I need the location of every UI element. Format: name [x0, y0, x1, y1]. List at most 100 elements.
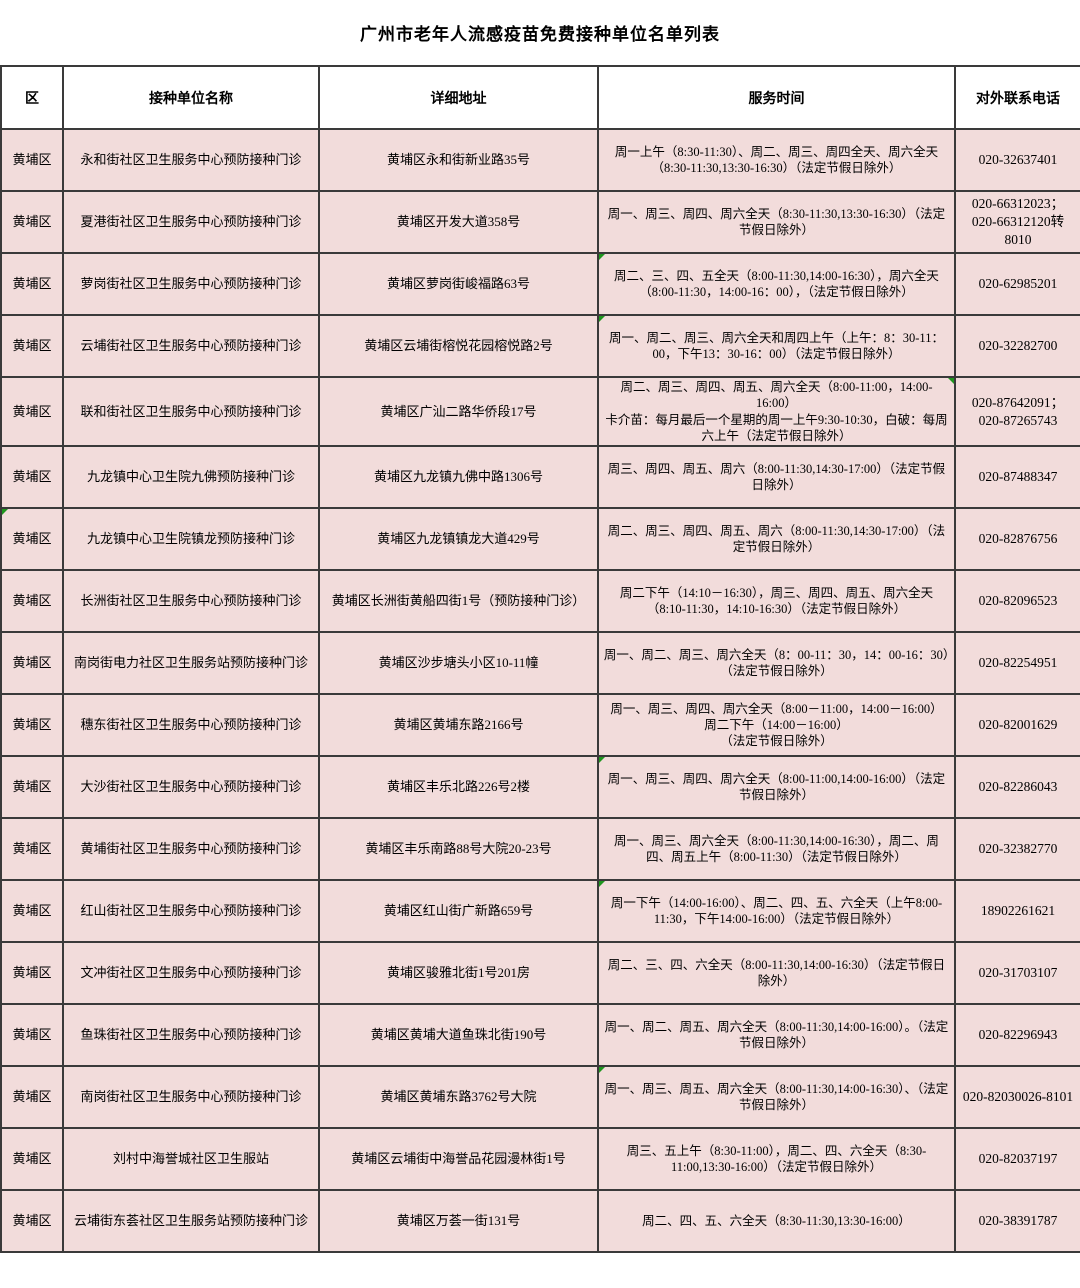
cell-district: 黄埔区 [0, 1003, 64, 1067]
table-row: 黄埔区 九龙镇中心卫生院镇龙预防接种门诊 黄埔区九龙镇镇龙大道429号 周二、周三、周… [0, 507, 1080, 571]
cell-address: 黄埔区永和街新业路35号 [318, 128, 599, 192]
cell-address: 黄埔区丰乐北路226号2楼 [318, 755, 599, 819]
cell-address: 黄埔区广汕二路华侨段17号 [318, 376, 599, 447]
cell-address: 黄埔区云埔街中海誉品花园漫林街1号 [318, 1127, 599, 1191]
cell-phone: 020-32282700 [954, 314, 1080, 378]
table-row: 黄埔区 鱼珠街社区卫生服务中心预防接种门诊 黄埔区黄埔大道鱼珠北街190号 周一、周二… [0, 1003, 1080, 1067]
table-row: 黄埔区 红山街社区卫生服务中心预防接种门诊 黄埔区红山街广新路659号 周一下午（14… [0, 879, 1080, 943]
cell-address: 黄埔区萝岗街峻福路63号 [318, 252, 599, 316]
cell-unit-name: 永和街社区卫生服务中心预防接种门诊 [62, 128, 320, 192]
cell-phone: 020-82096523 [954, 569, 1080, 633]
table-row: 黄埔区 夏港街社区卫生服务中心预防接种门诊 黄埔区开发大道358号 周一、周三、周四、… [0, 190, 1080, 254]
table-row: 黄埔区 九龙镇中心卫生院九佛预防接种门诊 黄埔区九龙镇九佛中路1306号 周三、周四、… [0, 445, 1080, 509]
cell-unit-name: 长洲街社区卫生服务中心预防接种门诊 [62, 569, 320, 633]
table-row: 黄埔区 刘村中海誉城社区卫生服站 黄埔区云埔街中海誉品花园漫林街1号 周三、五上午（8… [0, 1127, 1080, 1191]
header-service-time: 服务时间 [597, 65, 956, 130]
cell-district: 黄埔区 [0, 1065, 64, 1129]
cell-service-time: 周一下午（14:00-16:00）、周二、四、五、六全天（上午8:00-11:3… [597, 879, 956, 943]
cell-unit-name: 红山街社区卫生服务中心预防接种门诊 [62, 879, 320, 943]
cell-address: 黄埔区丰乐南路88号大院20-23号 [318, 817, 599, 881]
cell-unit-name: 九龙镇中心卫生院镇龙预防接种门诊 [62, 507, 320, 571]
cell-address: 黄埔区骏雅北街1号201房 [318, 941, 599, 1005]
cell-district: 黄埔区 [0, 817, 64, 881]
cell-district: 黄埔区 [0, 445, 64, 509]
table-row: 黄埔区 南岗街社区卫生服务中心预防接种门诊 黄埔区黄埔东路3762号大院 周一、周三、… [0, 1065, 1080, 1129]
cell-phone: 020-82030026-8101 [954, 1065, 1080, 1129]
cell-unit-name: 南岗街社区卫生服务中心预防接种门诊 [62, 1065, 320, 1129]
cell-unit-name: 夏港街社区卫生服务中心预防接种门诊 [62, 190, 320, 254]
cell-district: 黄埔区 [0, 631, 64, 695]
cell-district: 黄埔区 [0, 1189, 64, 1253]
header-unit-name: 接种单位名称 [62, 65, 320, 130]
cell-address: 黄埔区开发大道358号 [318, 190, 599, 254]
cell-service-time: 周一、周三、周五、周六全天（8:00-11:30,14:00-16:30）、（法… [597, 1065, 956, 1129]
cell-district: 黄埔区 [0, 507, 64, 571]
cell-address: 黄埔区红山街广新路659号 [318, 879, 599, 943]
cell-district: 黄埔区 [0, 755, 64, 819]
vaccination-units-table: 区 接种单位名称 详细地址 服务时间 对外联系电话 黄埔区 永和街社区卫生服务中心… [0, 65, 1080, 1253]
cell-district: 黄埔区 [0, 569, 64, 633]
cell-address: 黄埔区九龙镇九佛中路1306号 [318, 445, 599, 509]
cell-service-time: 周二、四、五、六全天（8:30-11:30,13:30-16:00） [597, 1189, 956, 1253]
cell-unit-name: 萝岗街社区卫生服务中心预防接种门诊 [62, 252, 320, 316]
table-row: 黄埔区 萝岗街社区卫生服务中心预防接种门诊 黄埔区萝岗街峻福路63号 周二、三、四、五… [0, 252, 1080, 316]
cell-address: 黄埔区黄埔东路3762号大院 [318, 1065, 599, 1129]
cell-unit-name: 大沙街社区卫生服务中心预防接种门诊 [62, 755, 320, 819]
cell-district: 黄埔区 [0, 941, 64, 1005]
cell-unit-name: 联和街社区卫生服务中心预防接种门诊 [62, 376, 320, 447]
cell-address: 黄埔区沙步塘头小区10-11幢 [318, 631, 599, 695]
cell-phone: 020-87642091；020-87265743 [954, 376, 1080, 447]
cell-phone: 020-32382770 [954, 817, 1080, 881]
cell-service-time: 周二、三、四、六全天（8:00-11:30,14:00-16:30）（法定节假日… [597, 941, 956, 1005]
cell-unit-name: 九龙镇中心卫生院九佛预防接种门诊 [62, 445, 320, 509]
cell-service-time: 周一、周二、周三、周六全天和周四上午（上午：8：30-11：00，下午13：30… [597, 314, 956, 378]
cell-service-time: 周一、周三、周六全天（8:00-11:30,14:00-16:30），周二、周四… [597, 817, 956, 881]
table-row: 黄埔区 大沙街社区卫生服务中心预防接种门诊 黄埔区丰乐北路226号2楼 周一、周三、周… [0, 755, 1080, 819]
cell-district: 黄埔区 [0, 190, 64, 254]
cell-district: 黄埔区 [0, 314, 64, 378]
cell-service-time: 周一上午（8:30-11:30）、周二、周三、周四全天、周六全天（8:30-11… [597, 128, 956, 192]
table-row: 黄埔区 云埔街社区卫生服务中心预防接种门诊 黄埔区云埔街榕悦花园榕悦路2号 周一、周二… [0, 314, 1080, 378]
table-row: 黄埔区 永和街社区卫生服务中心预防接种门诊 黄埔区永和街新业路35号 周一上午（8:3… [0, 128, 1080, 192]
cell-district: 黄埔区 [0, 252, 64, 316]
cell-phone: 020-82001629 [954, 693, 1080, 757]
cell-address: 黄埔区万荟一街131号 [318, 1189, 599, 1253]
cell-unit-name: 南岗街电力社区卫生服务站预防接种门诊 [62, 631, 320, 695]
cell-service-time: 周一、周三、周四、周六全天（8:30-11:30,13:30-16:30）（法定… [597, 190, 956, 254]
cell-service-time: 周一、周二、周五、周六全天（8:00-11:30,14:00-16:00）。（法… [597, 1003, 956, 1067]
cell-unit-name: 鱼珠街社区卫生服务中心预防接种门诊 [62, 1003, 320, 1067]
page-title: 广州市老年人流感疫苗免费接种单位名单列表 [360, 25, 720, 44]
cell-phone: 020-62985201 [954, 252, 1080, 316]
cell-flag-icon [600, 882, 605, 887]
cell-phone: 18902261621 [954, 879, 1080, 943]
cell-service-time: 周三、周四、周五、周六（8:00-11:30,14:30-17:00）（法定节假… [597, 445, 956, 509]
cell-address: 黄埔区云埔街榕悦花园榕悦路2号 [318, 314, 599, 378]
cell-phone: 020-82037197 [954, 1127, 1080, 1191]
cell-unit-name: 刘村中海誉城社区卫生服站 [62, 1127, 320, 1191]
cell-service-time: 周二、三、四、五全天（8:00-11:30,14:00-16:30），周六全天（… [597, 252, 956, 316]
cell-district: 黄埔区 [0, 693, 64, 757]
cell-phone: 020-32637401 [954, 128, 1080, 192]
header-district: 区 [0, 65, 64, 130]
cell-flag-icon [600, 317, 605, 322]
cell-unit-name: 云埔街东荟社区卫生服务站预防接种门诊 [62, 1189, 320, 1253]
cell-address: 黄埔区长洲街黄船四街1号（预防接种门诊） [318, 569, 599, 633]
table-row: 黄埔区 联和街社区卫生服务中心预防接种门诊 黄埔区广汕二路华侨段17号 周二、周三、周… [0, 376, 1080, 447]
table-row: 黄埔区 南岗街电力社区卫生服务站预防接种门诊 黄埔区沙步塘头小区10-11幢 周一、周… [0, 631, 1080, 695]
cell-unit-name: 云埔街社区卫生服务中心预防接种门诊 [62, 314, 320, 378]
cell-district: 黄埔区 [0, 1127, 64, 1191]
cell-phone: 020-38391787 [954, 1189, 1080, 1253]
cell-flag-icon [600, 255, 605, 260]
cell-service-time: 周二、周三、周四、周五、周六（8:00-11:30,14:30-17:00）（法… [597, 507, 956, 571]
cell-service-time: 周一、周三、周四、周六全天（8:00-11:00,14:00-16:00）（法定… [597, 755, 956, 819]
cell-phone: 020-87488347 [954, 445, 1080, 509]
table-header-row: 区 接种单位名称 详细地址 服务时间 对外联系电话 [0, 65, 1080, 130]
cell-address: 黄埔区黄埔大道鱼珠北街190号 [318, 1003, 599, 1067]
cell-unit-name: 穗东街社区卫生服务中心预防接种门诊 [62, 693, 320, 757]
cell-flag-icon [3, 510, 8, 515]
cell-service-time: 周三、五上午（8:30-11:00），周二、四、六全天（8:30-11:00,1… [597, 1127, 956, 1191]
cell-phone: 020-82296943 [954, 1003, 1080, 1067]
cell-district: 黄埔区 [0, 128, 64, 192]
cell-unit-name: 黄埔街社区卫生服务中心预防接种门诊 [62, 817, 320, 881]
cell-phone: 020-66312023；020-66312120转8010 [954, 190, 1080, 254]
